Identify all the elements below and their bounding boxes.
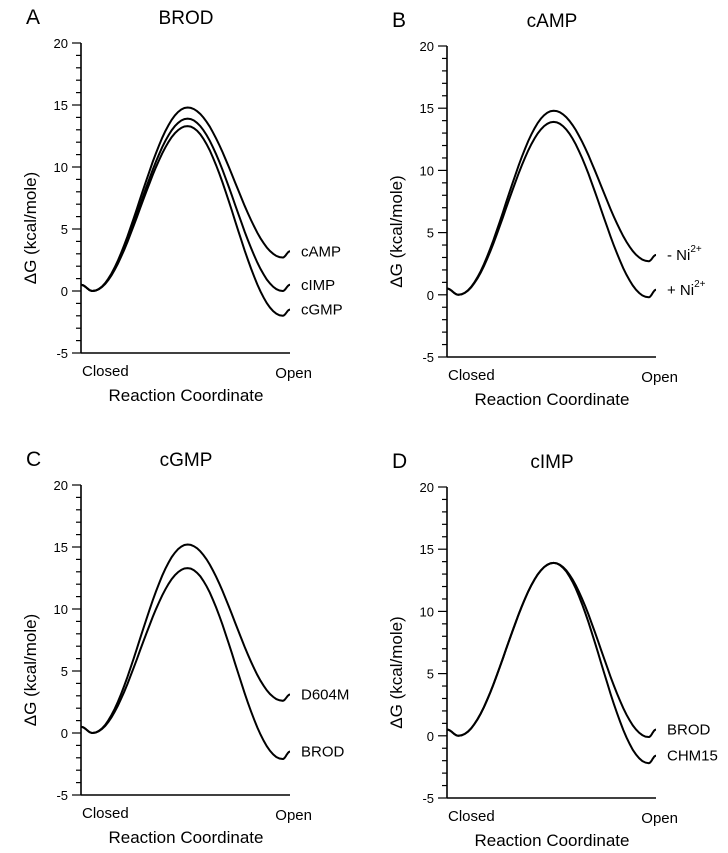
y-axis-label: ΔG (kcal/mole): [387, 616, 406, 728]
panel-title: cGMP: [160, 450, 213, 471]
series-line-cgmp: [81, 125, 291, 317]
x-tick-label-open: Open: [275, 365, 312, 382]
y-tick-label: 10: [54, 602, 68, 617]
y-tick-label: -5: [56, 788, 68, 803]
superscript: 2+: [690, 244, 702, 255]
y-tick-label: 0: [427, 288, 434, 303]
series-label: cAMP: [301, 243, 341, 260]
x-axis-label: Reaction Coordinate: [109, 828, 264, 847]
x-tick-label-closed: Closed: [448, 808, 495, 825]
y-tick-label: 15: [420, 101, 434, 116]
panel-letter: C: [26, 448, 41, 471]
y-tick-label: 5: [61, 664, 68, 679]
y-tick-label: 20: [420, 480, 434, 495]
panel-title: BROD: [159, 8, 214, 29]
y-tick-label: -5: [422, 350, 434, 365]
series-label: CHM15: [667, 748, 718, 765]
x-tick-label-open: Open: [275, 807, 312, 824]
series-label: cIMP: [301, 277, 335, 294]
series-label: BROD: [301, 744, 345, 761]
series-line-brod: [447, 561, 657, 738]
y-axis-label: ΔG (kcal/mole): [387, 175, 406, 287]
series-label: + Ni2+: [667, 279, 706, 299]
series-line-ni: [447, 109, 657, 296]
y-tick-label: 20: [54, 36, 68, 51]
series-label: D604M: [301, 687, 349, 704]
x-tick-label-open: Open: [641, 369, 678, 386]
y-tick-label: 15: [54, 98, 68, 113]
x-axis-label: Reaction Coordinate: [475, 831, 630, 850]
panel-letter: D: [392, 450, 407, 473]
series-line-brod: [81, 567, 291, 760]
panel-letter: A: [26, 6, 40, 29]
y-tick-label: 15: [54, 540, 68, 555]
panel-a: A BROD -5 0 5 10 15 20 Closed Open Reaction Coordi…: [21, 6, 343, 405]
y-tick-label: 5: [427, 226, 434, 241]
y-tick-label: 10: [420, 604, 434, 619]
y-tick-label: 0: [61, 726, 68, 741]
x-tick-label-open: Open: [641, 810, 678, 827]
panel-title: cIMP: [530, 452, 573, 473]
y-tick-label: 0: [61, 284, 68, 299]
series-line-chm15: [447, 561, 657, 765]
x-axis-label: Reaction Coordinate: [109, 386, 264, 405]
y-tick-label: 0: [427, 729, 434, 744]
superscript: 2+: [694, 279, 706, 290]
y-tick-label: 5: [61, 222, 68, 237]
y-axis-label: ΔG (kcal/mole): [21, 172, 40, 284]
y-tick-label: -5: [56, 346, 68, 361]
y-tick-label: 20: [54, 478, 68, 493]
y-tick-label: 10: [420, 163, 434, 178]
x-tick-label-closed: Closed: [448, 367, 495, 384]
y-tick-label: 10: [54, 160, 68, 175]
y-tick-label: -5: [422, 791, 434, 806]
series-line-cimp: [81, 117, 291, 292]
series-line-d604m: [81, 543, 290, 734]
panel-title: cAMP: [527, 11, 578, 32]
series-label: - Ni2+: [667, 244, 702, 264]
y-tick-label: 5: [427, 667, 434, 682]
y-tick-label: 20: [420, 39, 434, 54]
x-axis-label: Reaction Coordinate: [475, 390, 630, 409]
y-tick-label: 15: [420, 542, 434, 557]
panel-letter: B: [392, 9, 406, 32]
series-label: BROD: [667, 722, 711, 739]
y-axis-label: ΔG (kcal/mole): [21, 614, 40, 726]
series-line-ni: [447, 120, 657, 299]
x-tick-label-closed: Closed: [82, 805, 129, 822]
series-label: cGMP: [301, 302, 343, 319]
x-tick-label-closed: Closed: [82, 363, 129, 380]
